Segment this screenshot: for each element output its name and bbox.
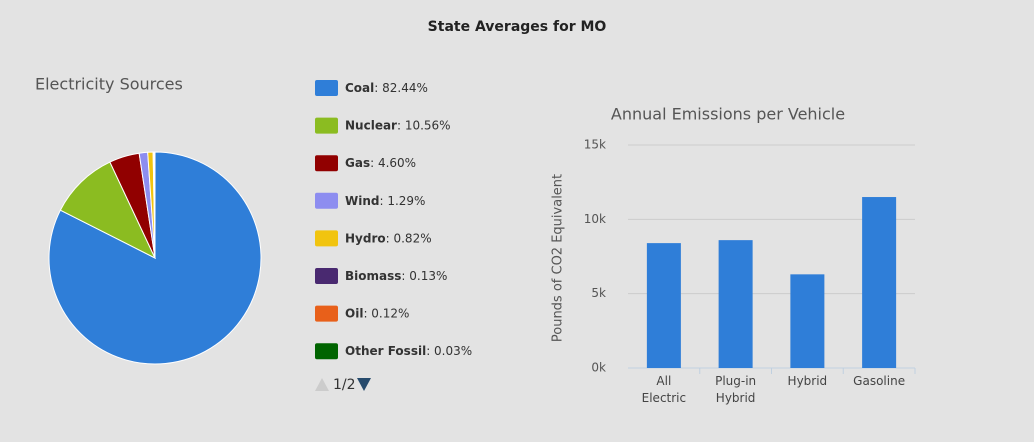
legend-name: Coal (345, 81, 374, 95)
pager-next[interactable] (357, 378, 371, 391)
x-tick-label: Gasoline (853, 374, 906, 388)
y-tick-label: 15k (584, 138, 606, 152)
x-tick-label: Plug-in Hybrid (715, 374, 757, 405)
legend-value: : 1.29% (379, 193, 425, 207)
pie-slice (48, 151, 262, 365)
legend-swatch (315, 155, 338, 172)
legend-value: : 0.03% (426, 344, 472, 358)
bar-title: Annual Emissions per Vehicle (611, 105, 845, 124)
legend-swatch (315, 80, 338, 96)
legend-name: Biomass (345, 269, 401, 283)
legend-swatch (315, 305, 338, 322)
legend-value: : 0.13% (401, 269, 447, 283)
legend-label: Gas: 4.60% (345, 156, 416, 170)
y-tick-label: 10k (584, 212, 606, 226)
legend-name: Wind (345, 193, 379, 207)
pager-label: 1/2 (333, 377, 356, 393)
legend-name: Other Fossil (345, 344, 426, 358)
bar (862, 197, 897, 368)
legend-label: Other Fossil: 0.03% (345, 344, 472, 358)
legend-swatch (315, 343, 338, 360)
legend-label: Oil: 0.12% (345, 306, 409, 320)
legend-label: Hydro: 0.82% (345, 231, 432, 245)
x-tick-label: All Electric (641, 374, 687, 405)
legend-value: : 10.56% (397, 118, 451, 132)
legend-label: Coal: 82.44% (345, 81, 428, 95)
legend-label: Nuclear: 10.56% (345, 118, 451, 132)
pager-prev[interactable] (315, 378, 329, 391)
legend-name: Gas (345, 156, 370, 170)
y-axis-label: Pounds of CO2 Equivalent (551, 174, 566, 342)
pie-slice (59, 161, 157, 260)
legend-swatch (315, 268, 338, 284)
bar (790, 274, 825, 368)
legend-swatch (315, 230, 338, 247)
legend-label: Biomass: 0.13% (345, 269, 447, 283)
legend-name: Hydro (345, 231, 386, 245)
legend-value: : 0.12% (363, 306, 409, 320)
y-tick-label: 0k (591, 361, 606, 375)
y-tick-label: 5k (591, 286, 606, 300)
legend-name: Nuclear (345, 118, 397, 132)
legend-swatch (315, 117, 338, 134)
legend-label: Wind: 1.29% (345, 193, 425, 207)
bar (718, 240, 753, 368)
x-tick-label: Hybrid (787, 374, 828, 388)
legend-swatch (315, 192, 338, 209)
pie-title: Electricity Sources (35, 75, 183, 94)
legend-value: : 4.60% (370, 156, 416, 170)
bar (646, 243, 681, 368)
legend-value: : 0.82% (386, 231, 432, 245)
legend-name: Oil (345, 306, 363, 320)
page-title: State Averages for MO (428, 19, 607, 35)
legend-value: : 82.44% (374, 81, 428, 95)
